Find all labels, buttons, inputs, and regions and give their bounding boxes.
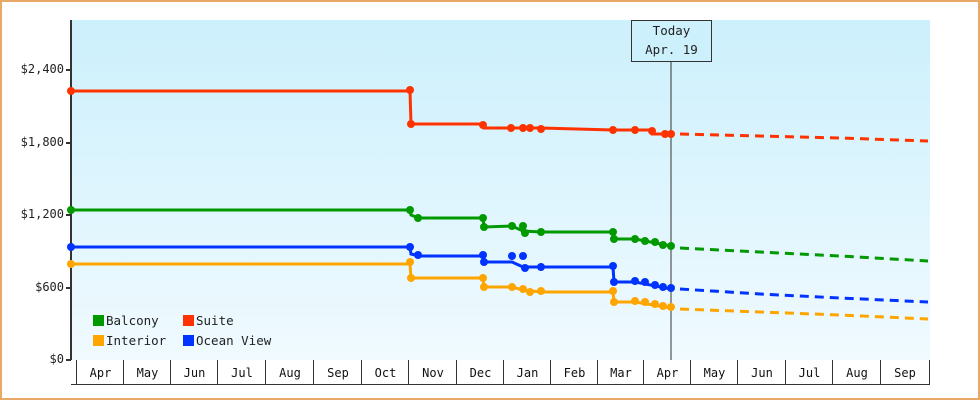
month-label: Mar — [597, 360, 644, 384]
month-label: Aug — [265, 360, 314, 384]
month-label: Aug — [832, 360, 881, 384]
series-balcony — [67, 206, 929, 263]
month-label: May — [690, 360, 738, 384]
month-label: Jan — [503, 360, 551, 384]
month-label: Apr — [76, 360, 124, 384]
interior-swatch — [93, 335, 104, 346]
legend-item-balcony[interactable]: Balcony — [93, 313, 159, 328]
month-label: Jul — [785, 360, 833, 384]
y-label-600: $600 — [35, 280, 64, 294]
legend-item-ocean-view[interactable]: Ocean View — [183, 333, 271, 348]
month-label: Feb — [550, 360, 598, 384]
y-label-2400: $2,400 — [20, 62, 64, 76]
month-label: Sep — [880, 360, 930, 384]
legend-item-suite[interactable]: Suite — [183, 313, 234, 328]
month-label: May — [123, 360, 171, 384]
y-label-1800: $1,800 — [20, 135, 64, 149]
x-axis-months: Apr May Jun Jul Aug Sep Oct Nov Dec Jan … — [71, 360, 930, 385]
month-label: Apr — [643, 360, 691, 384]
month-label: Dec — [456, 360, 504, 384]
series-interior — [67, 258, 929, 321]
today-date: Apr. 19 — [645, 42, 698, 57]
month-label: Jul — [217, 360, 266, 384]
legend-label-ocean-view: Ocean View — [196, 333, 272, 348]
month-label: Nov — [408, 360, 457, 384]
series-ocean-view — [67, 243, 929, 304]
legend-label-interior: Interior — [106, 333, 167, 348]
today-label: Today — [652, 23, 691, 38]
legend-label-suite: Suite — [196, 313, 234, 328]
today-marker: Today Apr. 19 — [631, 20, 712, 62]
month-label: Jun — [737, 360, 786, 384]
y-label-1200: $1,200 — [20, 207, 64, 221]
ocean-view-swatch — [183, 335, 194, 346]
legend-label-balcony: Balcony — [106, 313, 159, 328]
y-label-0: $0 — [49, 352, 64, 366]
month-label: Sep — [313, 360, 362, 384]
series-suite — [67, 86, 929, 143]
legend-item-interior[interactable]: Interior — [93, 333, 166, 348]
month-label: Oct — [361, 360, 409, 384]
month-label: Jun — [170, 360, 218, 384]
plot-area — [71, 20, 930, 360]
balcony-swatch — [93, 315, 104, 326]
suite-swatch — [183, 315, 194, 326]
